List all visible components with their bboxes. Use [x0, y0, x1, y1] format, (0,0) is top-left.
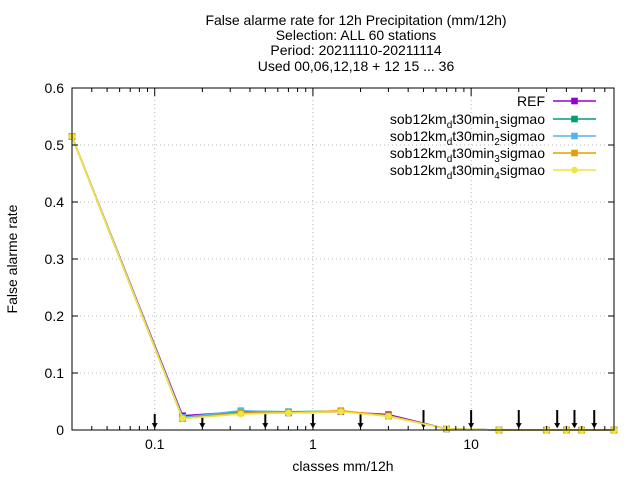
legend-subscript: d: [447, 120, 453, 131]
legend-subscript: d: [447, 137, 453, 148]
legend-label: sob12kmdt30min3sigmao: [390, 145, 545, 165]
legend-label: sob12kmdt30min1sigmao: [390, 111, 545, 131]
grid: [72, 88, 614, 430]
spread-marker: [591, 410, 598, 429]
legend-subscript: 2: [494, 137, 500, 148]
legend-subscript: 1: [494, 120, 500, 131]
legend-swatch-marker: [571, 115, 578, 123]
spread-marker: [515, 410, 522, 429]
spread-arrow: [571, 423, 578, 429]
legend-subscript: 3: [494, 154, 500, 165]
x-tick-label: 10: [463, 436, 479, 452]
y-tick-label: 0.6: [45, 80, 65, 96]
title-line-4: Used 00,06,12,18 + 12 15 ... 36: [258, 58, 455, 74]
legend-text-part: sigmao: [500, 128, 545, 144]
spread-arrow: [515, 423, 522, 429]
legend-item-4: sob12kmdt30min3sigmao: [390, 145, 596, 165]
spread-arrow: [262, 423, 269, 429]
spread-marker: [357, 414, 364, 429]
legend-text-part: sob12km: [390, 128, 447, 144]
y-tick-label: 0.4: [45, 194, 65, 210]
spread-marker: [262, 414, 269, 429]
spread-arrow: [357, 423, 364, 429]
legend-swatch-marker: [571, 132, 578, 140]
data-point: [385, 413, 392, 420]
legend-item-5: sob12kmdt30min4sigmao: [390, 162, 596, 182]
spread-arrow: [591, 423, 598, 429]
y-tick-label: 0.2: [45, 308, 65, 324]
legend-item-1: REF: [517, 93, 596, 109]
y-tick-label: 0.5: [45, 137, 65, 153]
legend: REFsob12kmdt30min1sigmaosob12kmdt30min2s…: [390, 93, 596, 182]
y-axis-label: False alarme rate: [4, 204, 20, 313]
legend-subscript: d: [447, 171, 453, 182]
legend-text-part: sob12km: [390, 111, 447, 127]
data-point: [285, 409, 292, 417]
legend-swatch-marker: [571, 166, 578, 174]
legend-label: sob12kmdt30min2sigmao: [390, 128, 545, 148]
legend-text-part: sigmao: [500, 162, 545, 178]
data-point: [179, 415, 186, 422]
y-tick-label: 0: [56, 422, 64, 438]
y-tick-label: 0.1: [45, 365, 65, 381]
title-line-1: False alarme rate for 12h Precipitation …: [205, 12, 506, 28]
spread-arrow: [554, 423, 561, 429]
legend-label: REF: [517, 93, 545, 109]
x-axis-label: classes mm/12h: [292, 458, 393, 474]
legend-text-part: sigmao: [500, 111, 545, 127]
legend-label: sob12kmdt30min4sigmao: [390, 162, 545, 182]
legend-subscript: 4: [494, 171, 500, 182]
data-point: [337, 408, 345, 416]
legend-item-2: sob12kmdt30min1sigmao: [390, 111, 596, 131]
legend-text-part: t30min: [452, 111, 494, 127]
legend-text-part: t30min: [452, 128, 494, 144]
legend-text-part: sob12km: [390, 145, 447, 161]
title-line-3: Period: 20211110-20211114: [270, 42, 441, 58]
legend-text-part: sigmao: [500, 145, 545, 161]
spread-marker: [571, 410, 578, 429]
legend-swatch-marker: [571, 97, 578, 105]
spread-marker: [554, 410, 561, 429]
legend-text-part: t30min: [452, 145, 494, 161]
legend-swatch-marker: [571, 149, 578, 157]
chart-title: False alarme rate for 12h Precipitation …: [205, 12, 506, 74]
title-line-2: Selection: ALL 60 stations: [276, 27, 437, 43]
legend-text-part: sob12km: [390, 162, 447, 178]
spread-arrow: [199, 423, 206, 429]
legend-item-3: sob12kmdt30min2sigmao: [390, 128, 596, 148]
axis-ticks: 0 0.1 0.2 0.3 0.4 0.5 0.6 0.1 1 10: [45, 80, 614, 452]
legend-subscript: d: [447, 154, 453, 165]
y-tick-label: 0.3: [45, 251, 65, 267]
x-tick-label: 1: [309, 436, 317, 452]
legend-text-part: t30min: [452, 162, 494, 178]
x-tick-label: 0.1: [145, 436, 165, 452]
data-point: [237, 410, 245, 418]
